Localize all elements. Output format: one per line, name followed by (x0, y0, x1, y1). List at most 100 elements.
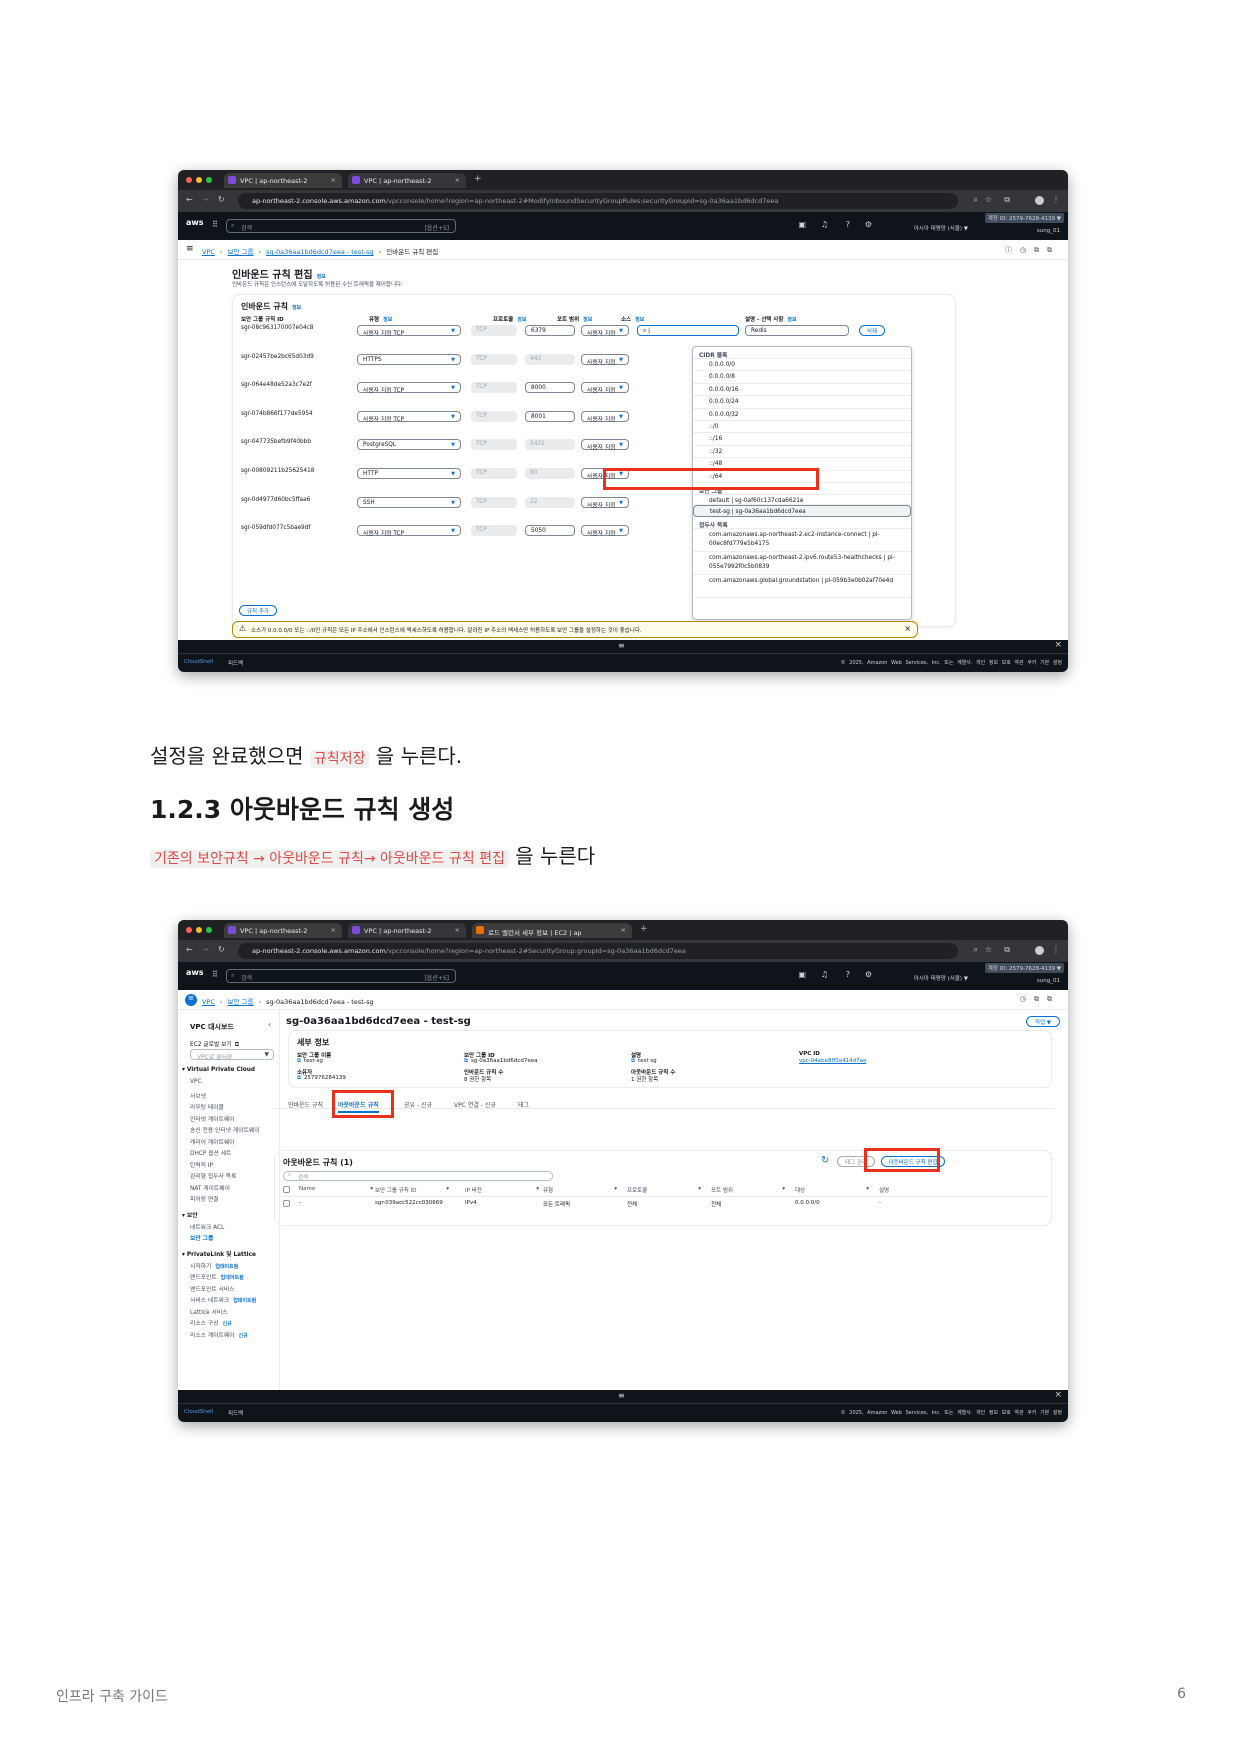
sidebar-section-header[interactable]: ▾ Virtual Private Cloud (182, 1067, 255, 1073)
cloudshell-link[interactable]: CloudShell (184, 1409, 214, 1415)
sidebar-item[interactable]: 라우팅 테이블 (190, 1105, 224, 1111)
extensions-icon[interactable]: ⧉ (1004, 945, 1010, 954)
security-group-option[interactable]: test-sg | sg-0a36aa1bd6dcd7eea (693, 504, 911, 518)
account-id[interactable]: 계정 ID: 2579-7628-4139 ▼ (984, 963, 1064, 973)
sidebar-section-header[interactable]: ▾ PrivateLink 및 Lattice (182, 1251, 256, 1258)
info-link[interactable]: 정보 (383, 317, 393, 323)
port-range-input[interactable]: 5050 (525, 525, 575, 537)
cidr-option[interactable]: ::/32 (693, 446, 911, 459)
outbound-search-input[interactable]: ⌕ 검색 (283, 1171, 553, 1181)
new-tab-icon[interactable]: + (474, 174, 482, 184)
sidebar-item[interactable]: NAT 게이트웨이 (190, 1185, 230, 1192)
column-header[interactable]: IP 버전 ▾ (465, 1186, 539, 1194)
sidebar-item[interactable]: 리소스 게이트웨이 신규 (190, 1332, 248, 1339)
security-group-option[interactable]: default | sg-0af60c137cda6621e (693, 495, 911, 505)
forward-icon[interactable]: → (202, 945, 209, 954)
source-select[interactable]: 사용자 지정 ▼ (581, 353, 629, 366)
zoom-icon[interactable]: ⌕ (973, 195, 978, 204)
maximize-window-dot[interactable] (206, 177, 212, 183)
info-link[interactable]: 정보 (517, 317, 527, 323)
info-link[interactable]: 정보 (787, 317, 797, 323)
info-link[interactable]: 정보 (635, 317, 645, 323)
browser-tab[interactable]: VPC | ap-northeast-2 × (224, 923, 342, 938)
breadcrumb-vpc[interactable]: VPC (202, 998, 215, 1006)
type-select[interactable]: SSH ▼ (357, 496, 461, 508)
sidebar-item[interactable]: 네트워크 ACL (190, 1224, 225, 1231)
bell-icon[interactable]: ♫ (820, 970, 828, 979)
type-select[interactable]: HTTP ▼ (357, 468, 461, 479)
tab-4[interactable]: VPC 연결 - 신규 (454, 1102, 496, 1109)
help-icon[interactable]: ? (845, 220, 850, 229)
port-range-input[interactable]: 6379 (525, 325, 575, 336)
browser-tab[interactable]: VPC | ap-northeast-2 × (224, 173, 342, 188)
cidr-option[interactable]: 0.0.0.0/24 (693, 396, 911, 409)
hamburger-menu-icon[interactable]: ≡ (185, 994, 197, 1006)
sidebar-item[interactable]: 서비스 네트워크 업데이트됨 (190, 1298, 257, 1304)
copy-icon[interactable]: ⧉ (297, 1075, 301, 1081)
minimize-window-dot[interactable] (196, 927, 202, 933)
cloudshell-icon[interactable]: ▣ (798, 970, 806, 979)
type-select[interactable]: HTTPS ▼ (357, 353, 461, 365)
forward-icon[interactable]: → (202, 195, 209, 204)
source-select[interactable]: 사용자 지정 ▼ (581, 325, 629, 337)
source-select[interactable]: 사용자 지정 ▼ (581, 382, 629, 394)
maximize-window-dot[interactable] (206, 927, 212, 933)
copy-icon[interactable]: ⧉ (297, 1058, 301, 1064)
close-tab-icon[interactable]: × (330, 926, 336, 934)
close-tab-icon[interactable]: × (330, 176, 336, 184)
close-window-dot[interactable] (186, 927, 192, 933)
sidebar-item[interactable]: 관리형 접두사 목록 (190, 1174, 237, 1180)
column-header[interactable]: 보안 그룹 규칙 ID ▾ (375, 1186, 449, 1194)
sidebar-item[interactable]: 보안 그룹 (190, 1236, 214, 1242)
profile-avatar[interactable] (1035, 196, 1044, 205)
cidr-option[interactable]: 0.0.0.0/0 (693, 359, 911, 372)
prefix-list-option[interactable]: com.amazonaws.ap-northeast-2.ipv6.route5… (693, 552, 911, 576)
url-field[interactable]: ap-northeast-2.console.aws.amazon.com/vp… (238, 943, 958, 959)
user-name[interactable]: sung_01 (1036, 228, 1060, 234)
sidebar-item[interactable]: 캐리어 게이트웨이 (190, 1139, 235, 1146)
source-select[interactable]: 사용자 지정 ▼ (581, 496, 629, 509)
gear-icon[interactable]: ⚙ (864, 220, 872, 229)
close-panel-icon[interactable]: × (1054, 1390, 1062, 1400)
type-select[interactable]: 사용자 지정 TCP ▼ (357, 325, 461, 337)
close-alert-icon[interactable]: × (904, 624, 911, 633)
minimize-window-dot[interactable] (196, 177, 202, 183)
source-select[interactable]: 사용자 지정 ▼ (581, 525, 629, 537)
browser-tab-active[interactable]: VPC | ap-northeast-2 × (348, 173, 466, 188)
cloudshell-link[interactable]: CloudShell (184, 659, 214, 665)
detail-value[interactable]: vpc-04abe8ff0a414d7ae (799, 1058, 867, 1064)
edit-outbound-rules-button[interactable]: 아웃바운드 규칙 편집 (881, 1156, 945, 1167)
column-header[interactable]: 프로토콜 ▾ (627, 1186, 701, 1194)
menu-kebab-icon[interactable]: ⋮ (1052, 945, 1060, 954)
type-select[interactable]: 사용자 지정 TCP ▼ (357, 525, 461, 537)
aws-search-input[interactable]: ⌕ 검색 [옵션+S] (226, 219, 456, 233)
source-select[interactable]: 사용자 지정 ▼ (581, 439, 629, 451)
manage-tags-button[interactable]: 태그 관리 (837, 1156, 875, 1167)
type-select[interactable]: PostgreSQL ▼ (357, 439, 461, 451)
bookmark-star-icon[interactable]: ☆ (984, 945, 992, 954)
info-link[interactable]: 정보 (291, 305, 302, 311)
close-tab-icon[interactable]: × (454, 926, 460, 934)
zoom-icon[interactable]: ⌕ (973, 945, 978, 954)
copy-icon[interactable]: ⧉ (464, 1058, 468, 1064)
cidr-option[interactable]: 0.0.0.0/32 (693, 409, 911, 421)
help-icon[interactable]: ? (845, 970, 850, 979)
feedback-link[interactable]: 피드백 (228, 661, 244, 667)
description-input[interactable]: Redis (745, 325, 849, 336)
gear-icon[interactable]: ⚙ (864, 970, 872, 979)
actions-dropdown-button[interactable]: 작업 ▼ (1026, 1016, 1060, 1027)
breadcrumb-vpc[interactable]: VPC (202, 248, 215, 256)
type-select[interactable]: 사용자 지정 TCP ▼ (357, 382, 461, 394)
sidebar-item[interactable]: 탄력적 IP (190, 1162, 214, 1169)
sidebar-item[interactable]: DHCP 옵션 세트 (190, 1151, 232, 1157)
reload-icon[interactable]: ↻ (218, 945, 225, 954)
breadcrumb-security-groups[interactable]: 보안 그룹 (227, 998, 254, 1006)
region-selector[interactable]: 아시아 태평양 (서울) ▼ (913, 976, 968, 982)
refresh-icon[interactable]: ↻ (821, 1155, 830, 1166)
column-header[interactable]: 대상 ▾ (795, 1186, 869, 1194)
prefix-list-option[interactable]: com.amazonaws.global.groundstation | pl-… (693, 575, 911, 599)
column-header[interactable]: 유형 ▾ (543, 1186, 617, 1194)
close-tab-icon[interactable]: × (620, 926, 626, 934)
services-grid-icon[interactable]: ⠿ (212, 970, 218, 979)
user-name[interactable]: sung_01 (1036, 978, 1060, 984)
